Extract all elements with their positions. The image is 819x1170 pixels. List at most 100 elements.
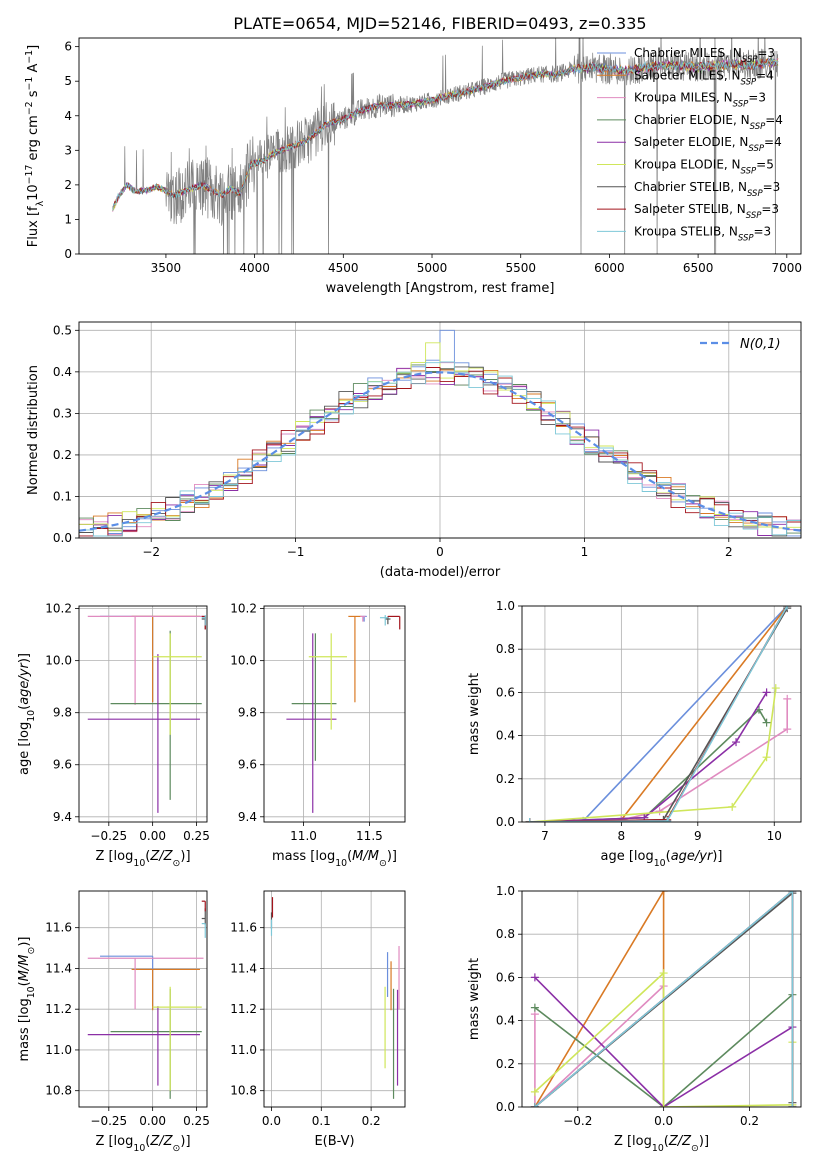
legend-subscript: SSP (733, 100, 749, 110)
spectrum-xtick-label: 6000 (594, 261, 625, 275)
residuals-ytick-label: 0.2 (53, 448, 72, 462)
age_vs_mass-xlabel: mass [log10(M/M⊙)] (272, 849, 397, 869)
legend-subscript: SSP (746, 211, 762, 221)
label-part: ⊙ (691, 1143, 699, 1154)
label-part: ⊙ (173, 1143, 181, 1154)
mass_vs_Z-ytick-label: 11.0 (45, 1043, 72, 1057)
label-part: )] (387, 849, 397, 864)
mass_vs_Z-ytick-label: 11.4 (45, 961, 72, 975)
age_vs_mass-ytick-label: 10.2 (230, 602, 257, 616)
massweight_vs_age-grid (522, 605, 801, 823)
series-marker (655, 807, 664, 816)
mass_vs_Z-grid (79, 891, 207, 1107)
spectrum-ytick-label: 4 (64, 109, 72, 123)
series-line (529, 606, 788, 822)
legend-count: =5 (756, 158, 774, 172)
mass_vs_Z-frame (78, 890, 208, 1108)
spectrum-xtick-label: 3500 (151, 261, 182, 275)
residuals-xlabel: (data-model)/error (380, 565, 501, 580)
label-part: erg cm (26, 115, 41, 164)
spectrum-plot-area (112, 38, 779, 254)
legend-subscript: SSP (741, 77, 757, 87)
legend-count: =3 (763, 180, 781, 194)
normal-curve-line (79, 371, 801, 532)
label-part: 10 (654, 858, 666, 869)
massweight_vs_Z-frame (521, 890, 802, 1108)
spectrum-xtick-label: 5500 (505, 261, 536, 275)
label-part: ( (664, 1134, 669, 1149)
legend-count: =3 (748, 91, 766, 105)
label-part: Z/Z (149, 849, 173, 864)
residuals-ylabel: Normed distribution (26, 365, 41, 495)
label-part: 10 (133, 1143, 145, 1154)
mass-weight-series (525, 606, 792, 822)
spectrum-ytick-label: 6 (64, 40, 72, 54)
residuals-xtick-label: 2 (725, 545, 733, 559)
label-part: Z/Z (668, 1134, 692, 1149)
residuals-xtick-label: −1 (287, 545, 305, 559)
spectrum-xtick-label: 4500 (328, 261, 359, 275)
series-marker (659, 1103, 668, 1107)
errorbar-point (100, 615, 154, 703)
label-part: )] (17, 937, 32, 947)
errorbar-point (387, 615, 401, 630)
massweight_vs_Z-ytick-label: 0.2 (496, 1057, 515, 1071)
legend-subscript: SSP (741, 167, 757, 177)
residuals-ytick-label: 0.1 (53, 489, 72, 503)
mass_vs_Z-ytick-label: 11.2 (45, 1002, 72, 1016)
age_vs_Z-xtick-label: 0.25 (183, 829, 210, 843)
age_vs_Z-panel: −0.25 0.00 0.259.49.69.810.010.2Z [log10(Z… (17, 602, 210, 869)
series-marker (659, 969, 668, 978)
label-part: ⊙ (26, 947, 37, 955)
age_vs_mass-ytick-label: 9.8 (238, 706, 257, 720)
age_vs_mass-panel: 11.0 11.5 9.4 9.6 9.8 10.0 10.2 mass [log10(M/M… (230, 602, 406, 869)
series-marker (762, 718, 771, 727)
label-part: age/yr (671, 849, 714, 864)
label-part: Flux [f (26, 206, 41, 247)
age_vs_mass-ytick-label: 9.4 (238, 810, 257, 824)
legend-entry: N(0,1) (740, 337, 781, 352)
legend-subscript: SSP (742, 55, 758, 65)
label-part: 10 (133, 858, 145, 869)
legend-count: =4 (764, 135, 782, 149)
label-part: Z [log (95, 849, 133, 864)
residuals-panel: −2 −1 0 1 2 0.0 0.1 0.2 0.3 0.4 0.5 (data-model)/er… (26, 321, 802, 580)
mass_vs_EBV-ytick-label: 11.2 (230, 1002, 257, 1016)
massweight_vs_age-xlabel: age [log10(age/yr)] (600, 849, 722, 869)
legend-count: =3 (761, 202, 779, 216)
errorbar-point (131, 968, 200, 1011)
mass-weight-series (530, 969, 797, 1107)
mass_vs_EBV-plot-area (270, 897, 400, 1099)
series-marker (530, 1003, 539, 1012)
age_vs_Z-ytick-label: 10.0 (45, 654, 72, 668)
age_vs_Z-ytick-label: 9.6 (53, 758, 72, 772)
mass-weight-series (530, 891, 797, 1107)
label-part: 10 (26, 184, 41, 201)
label-part: A (26, 64, 41, 77)
spectrum-ytick-label: 2 (64, 178, 72, 192)
massweight_vs_age-ytick-label: 0.6 (496, 685, 515, 699)
massweight_vs_Z-panel: −0.2 0.0 0.2 0.0 0.2 0.4 0.6 0.8 1.0 Z [log10(Z/Z… (467, 884, 802, 1154)
spectrum-ylabel: Flux [fλ10−17 erg cm−2 s−1 A−1] (24, 45, 46, 247)
label-part: −1 (24, 77, 35, 91)
legend-count: =4 (756, 68, 774, 82)
massweight_vs_Z-ytick-label: 0.0 (496, 1100, 515, 1114)
label-part: age/yr (17, 661, 32, 704)
legend-subscript: SSP (748, 144, 764, 154)
series-marker (783, 694, 792, 703)
errorbar-point (87, 654, 200, 813)
legend-count: =3 (757, 46, 775, 60)
massweight_vs_age-ytick-label: 0.4 (496, 729, 515, 743)
series-line (534, 971, 794, 1107)
label-part: mass [log (17, 998, 32, 1061)
series-line (529, 606, 788, 822)
series-marker (530, 1103, 539, 1107)
mass_vs_EBV-xlabel: E(B-V) (314, 1134, 354, 1149)
series-marker (732, 738, 741, 747)
massweight_vs_Z-plot-area (530, 891, 797, 1107)
errorbar-point (286, 633, 337, 813)
label-part: ( (145, 849, 150, 864)
errorbar-point (379, 615, 388, 626)
series-line (529, 606, 788, 822)
